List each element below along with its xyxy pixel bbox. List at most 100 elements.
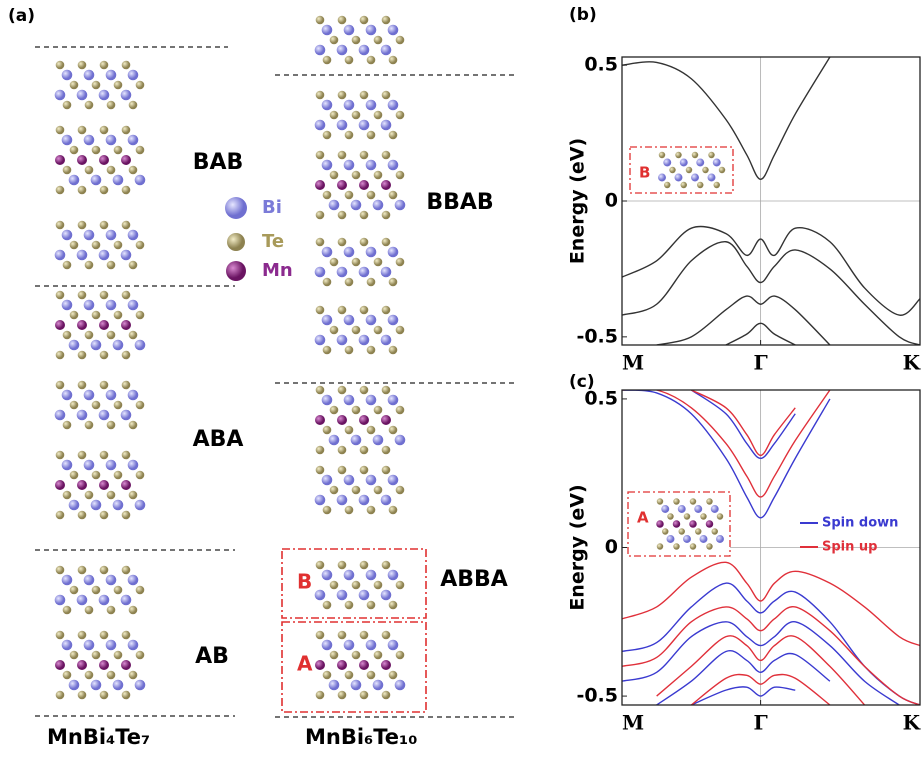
- atom: [679, 528, 685, 534]
- atom: [55, 320, 65, 330]
- atom: [136, 651, 145, 660]
- atom: [113, 680, 124, 691]
- atom: [374, 326, 383, 335]
- atom: [55, 155, 65, 165]
- atom: [99, 595, 110, 606]
- atom: [700, 535, 708, 543]
- atom: [396, 406, 405, 415]
- formula: MnBi₄Te₇: [47, 725, 150, 749]
- atom: [99, 660, 109, 670]
- atom: [56, 186, 65, 195]
- atom: [360, 466, 369, 475]
- atom: [99, 320, 109, 330]
- figure: (a) B A BAB ABA AB BBAB ABBA Bi Te Mn Mn…: [0, 0, 922, 760]
- atom: [121, 90, 132, 101]
- atom: [84, 640, 95, 651]
- atom: [669, 167, 675, 173]
- atom: [691, 174, 699, 182]
- atom: [344, 395, 355, 406]
- atom: [56, 381, 65, 390]
- atom: [396, 258, 405, 267]
- atom: [367, 131, 376, 140]
- band: [622, 389, 830, 497]
- legend-label: Bi: [262, 197, 282, 218]
- panel-label: (b): [569, 5, 597, 25]
- atom: [330, 36, 339, 45]
- atom: [700, 513, 706, 519]
- atom: [366, 25, 377, 36]
- atom: [316, 306, 325, 315]
- atom: [367, 426, 376, 435]
- atom: [107, 606, 116, 615]
- atom: [329, 680, 340, 691]
- atom: [100, 351, 109, 360]
- atom: [396, 581, 405, 590]
- x-tick-label: M: [622, 711, 644, 735]
- atom: [322, 395, 333, 406]
- atom: [129, 671, 138, 680]
- atom: [690, 498, 696, 504]
- atom: [713, 159, 721, 167]
- atom: [345, 426, 354, 435]
- atom: [388, 100, 399, 111]
- atom: [382, 691, 391, 700]
- atom: [316, 91, 325, 100]
- atom: [113, 500, 124, 511]
- y-axis-label: Energy (eV): [567, 138, 589, 264]
- atom: [63, 421, 72, 430]
- atom: [330, 406, 339, 415]
- atom: [352, 406, 361, 415]
- atom: [70, 146, 79, 155]
- atom: [114, 586, 123, 595]
- atom: [128, 575, 139, 586]
- atom: [70, 586, 79, 595]
- atom: [697, 182, 703, 188]
- atom: [100, 381, 109, 390]
- atom: [359, 335, 370, 346]
- atom: [122, 381, 131, 390]
- atom: [366, 315, 377, 326]
- layer-label: B: [297, 570, 312, 594]
- atom: [122, 451, 131, 460]
- atom: [367, 506, 376, 515]
- atom: [352, 651, 361, 660]
- atom: [136, 311, 145, 320]
- legend-sphere: [225, 197, 247, 219]
- atom: [316, 466, 325, 475]
- atom: [359, 267, 370, 278]
- atom: [315, 267, 326, 278]
- atom: [382, 631, 391, 640]
- band-chart: -0.500.5MΓKEnergy (eV)(b)B: [567, 5, 921, 375]
- crystal-structures: [55, 16, 406, 700]
- atom: [128, 230, 139, 241]
- atom: [367, 191, 376, 200]
- atom: [100, 691, 109, 700]
- atom: [70, 81, 79, 90]
- stacking-label: ABBA: [440, 567, 508, 592]
- atom: [389, 56, 398, 65]
- x-tick-label: K: [903, 711, 921, 735]
- atom: [367, 601, 376, 610]
- atom: [381, 495, 392, 506]
- atom: [77, 250, 88, 261]
- atom: [683, 535, 691, 543]
- atom: [78, 186, 87, 195]
- atom: [62, 390, 73, 401]
- atom: [352, 486, 361, 495]
- atom: [657, 498, 663, 504]
- atom: [128, 135, 139, 146]
- stacking-label: BBAB: [426, 190, 493, 215]
- atom: [374, 406, 383, 415]
- atom: [114, 241, 123, 250]
- atom: [706, 520, 714, 528]
- atom: [374, 581, 383, 590]
- atom: [381, 335, 392, 346]
- atom: [389, 601, 398, 610]
- atom: [129, 491, 138, 500]
- atom: [92, 241, 101, 250]
- atom: [78, 511, 87, 520]
- y-axis-label: Energy (eV): [567, 484, 589, 610]
- atom: [56, 221, 65, 230]
- atom: [322, 570, 333, 581]
- atom: [85, 421, 94, 430]
